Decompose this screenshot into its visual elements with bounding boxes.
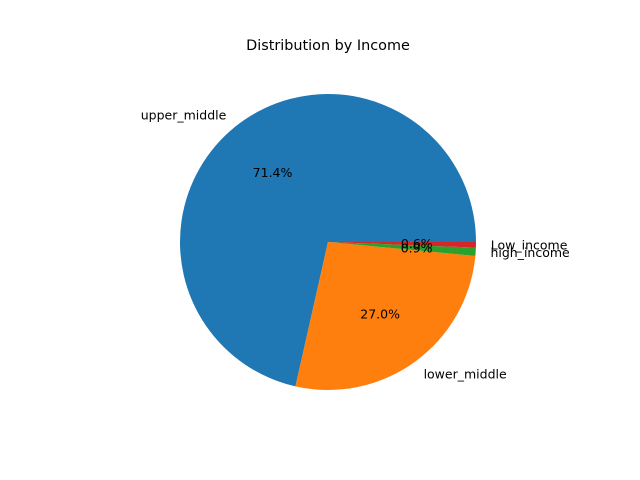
slice-percent-upper-middle: 71.4% bbox=[253, 165, 293, 180]
pie-slice-upper-middle bbox=[180, 94, 476, 387]
slice-percent-high-income: 0.9% bbox=[401, 240, 433, 255]
slice-label-low-income: Low_income bbox=[491, 238, 568, 253]
slice-label-upper-middle: upper_middle bbox=[141, 107, 227, 122]
pie-slice-low-income bbox=[328, 242, 476, 248]
pie-slices bbox=[180, 94, 476, 391]
slice-label-lower-middle: lower_middle bbox=[424, 366, 507, 381]
slice-percent-lower-middle: 27.0% bbox=[360, 306, 400, 321]
pie-labels: upper_middle 71.4% lower_middle 27.0% high_i… bbox=[141, 107, 570, 381]
pie-slice-lower-middle bbox=[295, 242, 476, 391]
slice-label-high-income: high_income bbox=[490, 245, 570, 260]
pie-slice-high-income bbox=[328, 242, 476, 256]
chart-title: Distribution by Income bbox=[246, 38, 410, 54]
slice-percent-low-income: 0.6% bbox=[401, 236, 433, 251]
